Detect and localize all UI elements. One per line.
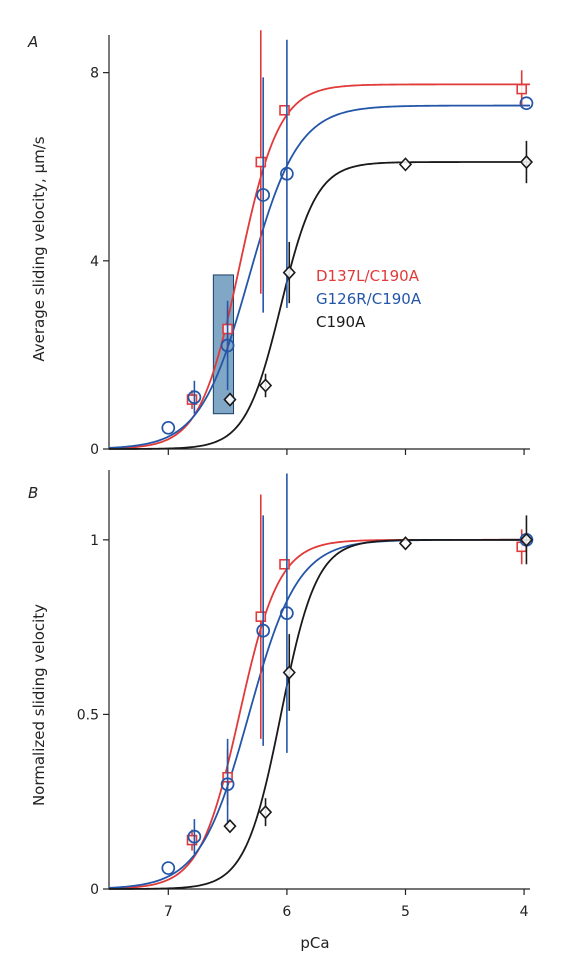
panel-b-plot-area: [108, 473, 534, 890]
fit-curve-c190a: [109, 538, 530, 890]
data-point-g126r-c190a: [256, 623, 271, 638]
data-point-d137l-c190a: [279, 558, 290, 570]
data-point-g126r-c190a: [187, 829, 202, 844]
y-tick-label: 0: [90, 442, 99, 458]
data-point-g126r-c190a: [187, 390, 202, 405]
fit-curve-g126r-c190a: [108, 104, 530, 449]
legend-entry-c190a: C190A: [316, 313, 366, 331]
data-point-g126r-c190a: [220, 777, 235, 792]
panel-a-plot-area: [108, 30, 534, 450]
legend: D137L/C190A G126R/C190A C190A: [316, 267, 422, 331]
data-point-d137l-c190a: [255, 156, 267, 168]
data-point-c190a: [223, 392, 237, 407]
data-point-d137l-c190a: [186, 834, 198, 846]
panel-b-x-axis-label: pCa: [300, 934, 329, 952]
x-tick-label: 5: [401, 904, 410, 920]
y-tick-label: 8: [90, 66, 99, 82]
data-point-g126r-c190a: [280, 166, 294, 181]
data-point-c190a: [519, 532, 534, 548]
fit-curve-d137l-c190a: [108, 538, 530, 890]
fit-curve-c190a: [109, 161, 530, 450]
data-point-c190a: [519, 154, 534, 170]
data-point-c190a: [258, 378, 273, 393]
data-point-c190a: [282, 265, 296, 280]
data-point-c190a: [282, 665, 296, 680]
data-point-g126r-c190a: [280, 606, 294, 621]
fit-curve-d137l-c190a: [108, 83, 530, 450]
panel-b-ticks: 0 0.5 1 7 6 5 4: [77, 470, 530, 920]
panel-a-label: A: [27, 33, 38, 51]
y-tick-label: 0.5: [77, 707, 99, 723]
data-point-g126r-c190a: [161, 861, 176, 875]
y-tick-label: 1: [90, 533, 99, 549]
highlight-box: [212, 274, 235, 415]
legend-entry-d137l-c190a: D137L/C190A: [316, 267, 420, 285]
x-tick-label: 6: [282, 904, 291, 920]
data-point-d137l-c190a: [516, 83, 527, 95]
data-point-c190a: [398, 157, 413, 172]
panel-a: A Average sliding velocity, µm/s 0 4 8 D13…: [27, 30, 534, 458]
data-point-g126r-c190a: [256, 188, 271, 202]
data-point-c190a: [398, 536, 413, 551]
y-tick-label: 0: [90, 882, 99, 898]
data-point-d137l-c190a: [279, 104, 290, 116]
data-point-g126r-c190a: [220, 338, 235, 353]
panel-b-y-axis-label: Normalized sliding velocity: [30, 604, 48, 806]
data-point-d137l-c190a: [186, 394, 198, 405]
x-tick-label: 7: [164, 904, 173, 920]
y-tick-label: 4: [90, 254, 99, 270]
panel-b: B Normalized sliding velocity 00.517 6 5 4 …: [28, 470, 534, 952]
data-point-d137l-c190a: [255, 611, 267, 622]
data-point-c190a: [258, 804, 273, 820]
panel-a-ticks: 0 4 8: [90, 35, 530, 458]
legend-entry-g126r-c190a: G126R/C190A: [316, 290, 422, 308]
panel-b-label: B: [28, 484, 38, 502]
panel-a-y-axis-label: Average sliding velocity, µm/s: [30, 136, 48, 361]
data-point-g126r-c190a: [161, 420, 176, 435]
data-point-g126r-c190a: [519, 96, 534, 111]
fit-curve-g126r-c190a: [108, 538, 530, 889]
data-point-c190a: [223, 818, 237, 834]
x-tick-label: 4: [520, 904, 529, 920]
